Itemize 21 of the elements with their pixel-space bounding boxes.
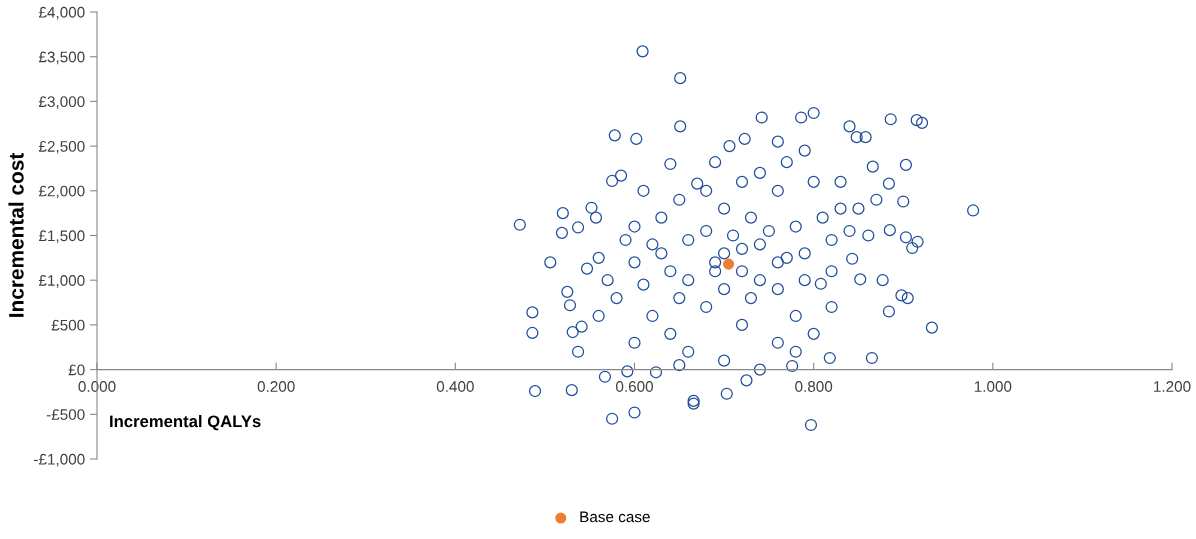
legend-label: Base case [580, 511, 650, 523]
x-tick-label: 0.600 [615, 381, 654, 392]
y-tick-label: £1,000 [38, 275, 85, 288]
y-tick-label: £3,000 [38, 96, 85, 109]
y-axis-title: Incremental cost [8, 152, 24, 317]
y-tick-label: -£1,000 [34, 453, 85, 467]
y-tick-label: -£500 [46, 409, 85, 420]
x-tick-label: 0.200 [257, 381, 295, 392]
x-tick-label: 0.400 [436, 381, 474, 392]
y-tick-label: £3,500 [38, 51, 85, 65]
y-tick-label: £500 [51, 319, 85, 331]
x-axis-title: Incremental QALYs [110, 415, 261, 431]
x-tick-label: 0.000 [78, 381, 116, 392]
y-tick-label: £4,000 [38, 6, 85, 20]
x-tick-label: 1.000 [974, 381, 1012, 392]
x-tick-label: 0.800 [795, 381, 833, 392]
y-tick-label: £1,500 [38, 230, 85, 243]
y-tick-label: £0 [68, 364, 85, 376]
y-tick-label: £2,000 [38, 185, 85, 199]
x-tick-label: 1.200 [1154, 381, 1191, 392]
y-tick-label: £2,500 [38, 140, 85, 154]
